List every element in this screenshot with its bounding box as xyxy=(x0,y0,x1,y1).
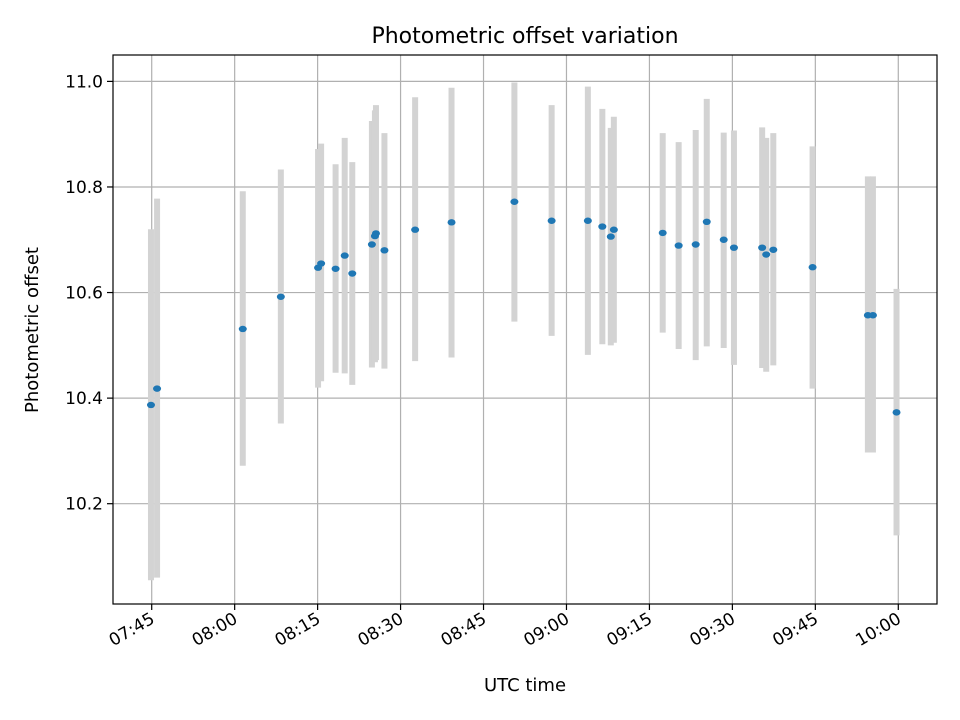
data-point xyxy=(146,401,155,409)
data-point xyxy=(547,217,556,224)
data-point xyxy=(719,236,728,243)
data-point xyxy=(674,242,683,249)
x-tick-label: 08:45 xyxy=(438,609,490,651)
data-point xyxy=(348,270,357,277)
data-point xyxy=(371,230,380,237)
x-tick-label: 09:00 xyxy=(521,609,573,651)
y-tick-label: 10.8 xyxy=(65,178,103,198)
data-point xyxy=(583,217,592,224)
data-point xyxy=(598,223,607,230)
y-tick-label: 11.0 xyxy=(65,72,103,92)
data-point xyxy=(758,244,767,251)
error-bars xyxy=(147,82,900,581)
x-tick-label: 08:30 xyxy=(355,609,407,651)
y-tick-label: 10.6 xyxy=(65,284,103,304)
x-tick-label: 09:15 xyxy=(603,609,655,651)
data-point xyxy=(331,265,340,272)
data-point xyxy=(691,241,700,248)
x-tick-label: 07:45 xyxy=(106,609,158,651)
x-axis-label: UTC time xyxy=(484,675,566,696)
y-tick-label: 10.2 xyxy=(65,495,103,515)
data-point xyxy=(606,233,615,240)
data-point xyxy=(658,229,667,237)
data-points xyxy=(146,198,901,416)
data-point xyxy=(238,325,247,333)
data-point xyxy=(340,252,349,259)
data-point xyxy=(892,409,901,416)
data-point xyxy=(808,264,817,271)
x-tick-label: 08:15 xyxy=(272,609,324,651)
data-point xyxy=(510,198,519,205)
plot-frame xyxy=(112,54,938,605)
data-point xyxy=(609,226,618,233)
data-point xyxy=(276,293,285,300)
data-point xyxy=(868,312,877,319)
axis-ticks: 07:45 08:00 08:15 08:30 08:45 09:00 09:15 09:30… xyxy=(65,72,905,650)
data-point xyxy=(411,226,420,233)
chart-title: Photometric offset variation xyxy=(371,24,678,49)
data-point xyxy=(729,244,738,251)
data-point xyxy=(702,218,711,226)
y-tick-label: 10.4 xyxy=(65,389,103,409)
data-point xyxy=(762,251,771,258)
data-point xyxy=(153,385,162,392)
data-point xyxy=(367,241,376,248)
data-point xyxy=(447,219,456,226)
data-point xyxy=(769,246,778,253)
y-axis-label: Photometric offset xyxy=(22,247,43,413)
x-tick-label: 08:00 xyxy=(189,609,241,651)
grid-lines xyxy=(113,55,937,604)
data-point xyxy=(317,260,326,267)
x-tick-label: 10:00 xyxy=(852,609,904,651)
x-tick-label: 09:45 xyxy=(769,609,821,651)
x-tick-label: 09:30 xyxy=(686,609,738,651)
data-point xyxy=(380,247,389,254)
